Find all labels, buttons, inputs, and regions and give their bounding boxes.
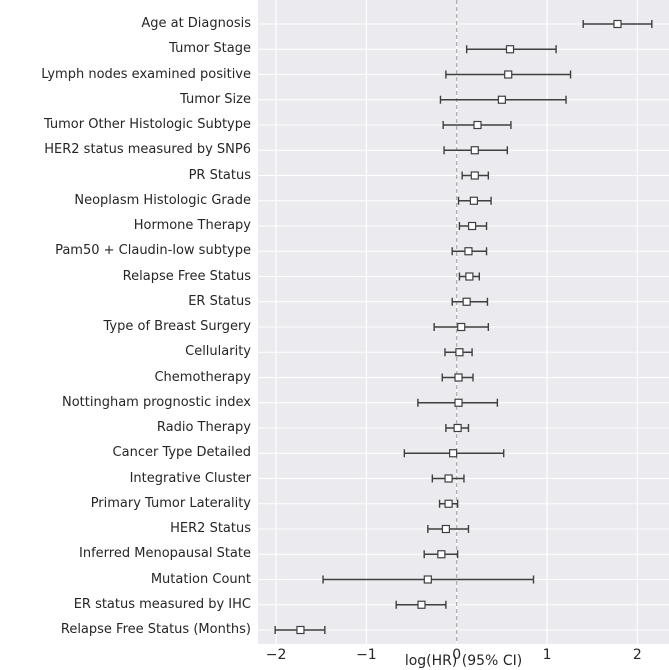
y-axis-label: Cancer Type Detailed — [112, 445, 251, 461]
y-axis-label: Pam50 + Claudin-low subtype — [55, 243, 251, 259]
y-axis-label: Radio Therapy — [156, 420, 251, 435]
estimate-marker — [417, 600, 426, 609]
x-tick-label: 1 — [542, 647, 552, 663]
estimate-marker — [453, 423, 462, 433]
y-axis-label: Relapse Free Status — [122, 268, 251, 284]
estimate-marker — [464, 247, 473, 256]
y-axis-label: Chemotherapy — [154, 369, 251, 385]
y-axis-label: Cellularity — [185, 344, 251, 360]
estimate-marker — [454, 398, 463, 407]
y-axis-label: PR Status — [188, 167, 251, 183]
y-axis-label: Tumor Other Histologic Subtype — [43, 117, 251, 132]
y-axis-label: ER Status — [188, 293, 251, 309]
y-axis-label: Integrative Cluster — [129, 470, 251, 486]
y-axis-label: Relapse Free Status (Months) — [60, 622, 251, 637]
estimate-marker — [437, 550, 446, 559]
y-axis-label: Inferred Menopausal State — [79, 546, 251, 562]
y-axis-label: Type of Breast Surgery — [103, 319, 252, 334]
y-axis-label: Mutation Count — [150, 571, 251, 587]
x-tick-label: −1 — [356, 647, 377, 663]
y-axis-label: Primary Tumor Laterality — [90, 495, 251, 511]
estimate-marker — [444, 499, 453, 508]
estimate-marker — [469, 196, 478, 205]
estimate-marker — [465, 272, 474, 281]
x-tick-label: −2 — [265, 647, 287, 663]
estimate-marker — [473, 120, 482, 130]
estimate-marker — [504, 70, 513, 79]
y-axis-label: Lymph nodes examined positive — [41, 66, 251, 82]
estimate-marker — [449, 449, 458, 458]
estimate-marker — [462, 297, 471, 306]
estimate-marker — [296, 625, 305, 635]
y-axis-label: Tumor Stage — [169, 41, 251, 57]
y-axis-label: HER2 status measured by SNP6 — [44, 142, 251, 158]
estimate-marker — [457, 322, 466, 332]
estimate-marker — [444, 474, 453, 483]
estimate-marker — [497, 95, 506, 104]
estimate-marker — [470, 171, 479, 180]
y-axis-label: HER2 Status — [170, 521, 251, 536]
x-tick-label: 0 — [452, 647, 462, 663]
y-axis-label: Tumor Size — [180, 91, 251, 107]
estimate-marker — [470, 146, 479, 155]
x-tick-label: 2 — [632, 647, 642, 663]
estimate-marker — [467, 221, 477, 231]
estimate-marker — [505, 45, 515, 54]
estimate-marker — [613, 19, 622, 29]
y-axis-label: Nottingham prognostic index — [61, 394, 251, 410]
estimate-marker — [423, 575, 432, 584]
y-axis-label: ER status measured by IHC — [73, 596, 251, 612]
plot-area — [258, 0, 669, 644]
plot-background — [258, 0, 669, 644]
y-axis-label: Age at Diagnosis — [141, 16, 251, 31]
plot-canvas — [258, 0, 669, 644]
x-axis-label: log(HR) (95% CI) — [404, 653, 523, 669]
estimate-marker — [455, 348, 464, 357]
estimate-marker — [441, 524, 450, 534]
estimate-marker — [454, 373, 463, 382]
y-axis-label: Hormone Therapy — [133, 218, 251, 233]
y-axis-label: Neoplasm Histologic Grade — [74, 192, 251, 208]
